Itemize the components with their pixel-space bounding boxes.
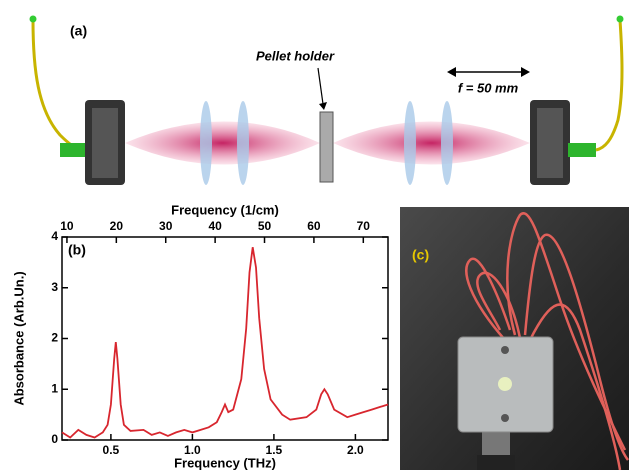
- x2-axis-label: Frequency (1/cm): [171, 202, 279, 217]
- y-tick-label: 1: [51, 381, 58, 395]
- y-axis-label: Absorbance (Arb.Un.): [11, 271, 26, 405]
- x-axis-label: Frequency (THz): [174, 455, 276, 470]
- x-tick-label: 1.0: [184, 443, 201, 457]
- x2-tick-label: 20: [110, 219, 124, 233]
- panel-label: (c): [412, 247, 429, 263]
- x2-tick-label: 10: [60, 219, 74, 233]
- x2-tick-label: 30: [159, 219, 173, 233]
- x-tick-label: 1.5: [266, 443, 283, 457]
- x2-tick-label: 60: [307, 219, 321, 233]
- x2-tick-label: 50: [258, 219, 272, 233]
- x2-tick-label: 70: [357, 219, 371, 233]
- pellet-label: Pellet holder: [256, 48, 335, 63]
- focal-label: f = 50 mm: [458, 80, 519, 95]
- setup-diagram: [29, 15, 624, 185]
- y-tick-label: 3: [51, 280, 58, 294]
- x-tick-label: 0.5: [103, 443, 120, 457]
- x2-tick-label: 40: [208, 219, 222, 233]
- y-tick-label: 2: [51, 331, 58, 345]
- data-line: [61, 247, 389, 439]
- photo: [400, 207, 629, 471]
- y-tick-label: 0: [51, 432, 58, 446]
- panel-label: (a): [70, 23, 87, 39]
- x-tick-label: 2.0: [347, 443, 364, 457]
- panel-label: (b): [68, 242, 86, 258]
- y-tick-label: 4: [51, 229, 58, 243]
